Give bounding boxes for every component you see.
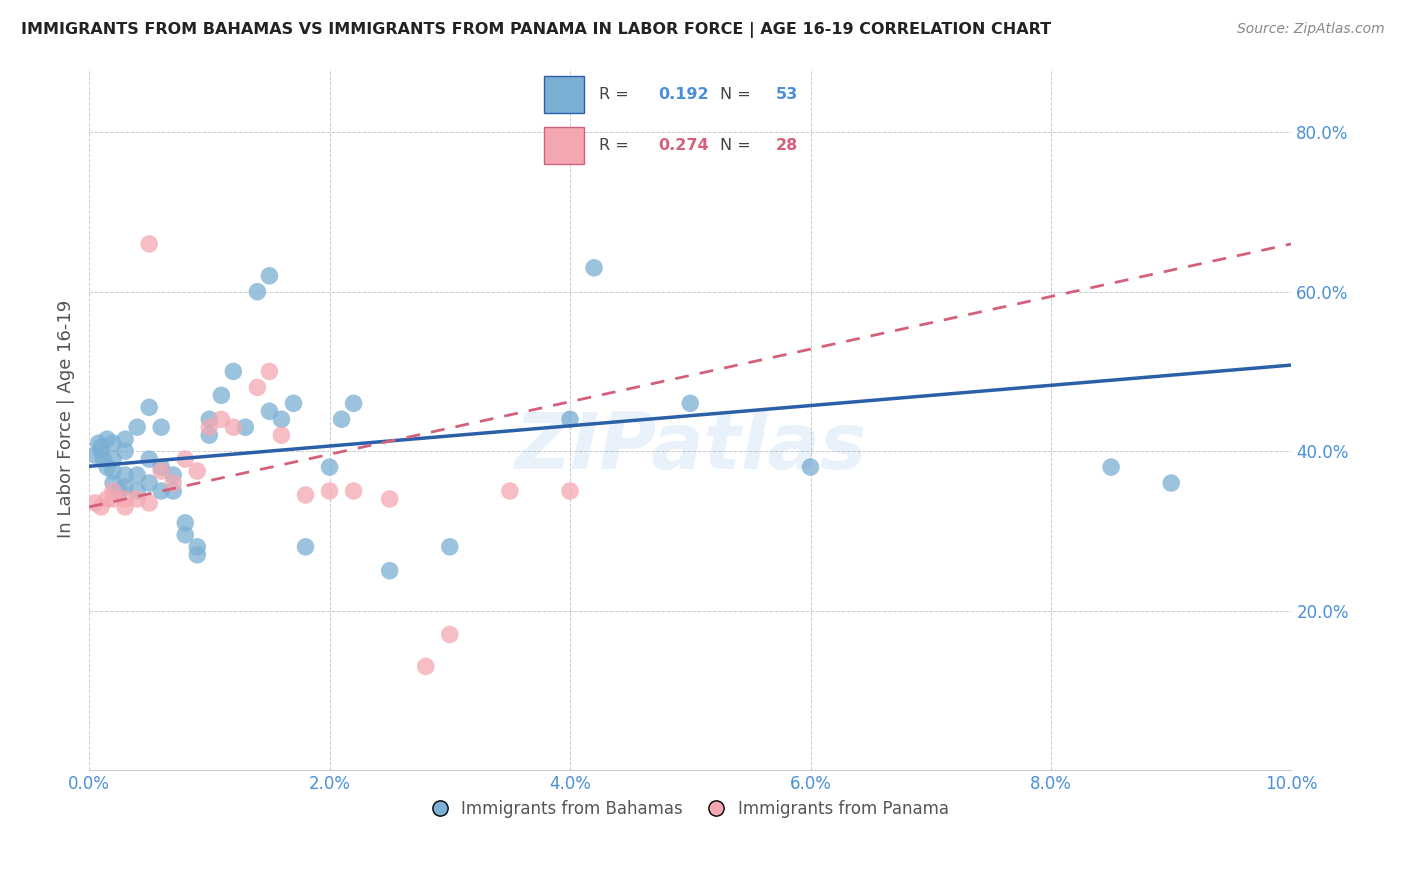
Text: Source: ZipAtlas.com: Source: ZipAtlas.com: [1237, 22, 1385, 37]
Point: [87, 436, 110, 450]
Point: [138, 401, 160, 415]
Point: [342, 396, 364, 410]
Point: [84, 496, 107, 510]
Point: [127, 420, 149, 434]
Text: IMMIGRANTS FROM BAHAMAS VS IMMIGRANTS FROM PANAMA IN LABOR FORCE | AGE 16-19 COR: IMMIGRANTS FROM BAHAMAS VS IMMIGRANTS FR…: [21, 22, 1052, 38]
Y-axis label: In Labor Force | Age 16-19: In Labor Force | Age 16-19: [58, 300, 75, 539]
Legend: Immigrants from Bahamas, Immigrants from Panama: Immigrants from Bahamas, Immigrants from…: [425, 794, 956, 825]
Point: [378, 491, 401, 506]
Point: [127, 468, 149, 483]
Point: [101, 491, 124, 506]
Point: [150, 460, 173, 475]
Text: R =: R =: [599, 87, 634, 103]
Point: [415, 659, 437, 673]
Point: [90, 444, 112, 458]
Text: N =: N =: [720, 138, 756, 153]
Point: [162, 483, 184, 498]
Point: [270, 412, 292, 426]
Point: [150, 420, 173, 434]
Point: [150, 483, 173, 498]
Point: [114, 468, 136, 483]
Point: [1099, 460, 1122, 475]
Point: [127, 483, 149, 498]
Point: [138, 452, 160, 467]
Point: [162, 468, 184, 483]
Point: [246, 285, 269, 299]
Point: [101, 483, 124, 498]
Point: [174, 528, 197, 542]
Point: [439, 540, 461, 554]
Point: [259, 268, 281, 283]
Text: R =: R =: [599, 138, 634, 153]
Point: [1160, 476, 1182, 491]
Point: [174, 452, 197, 467]
Point: [101, 476, 124, 491]
Point: [198, 412, 221, 426]
Text: 0.274: 0.274: [658, 138, 709, 153]
Point: [127, 491, 149, 506]
Point: [186, 540, 208, 554]
Point: [235, 420, 257, 434]
Point: [96, 460, 118, 475]
Bar: [544, 77, 583, 113]
Point: [558, 483, 581, 498]
Text: 0.192: 0.192: [658, 87, 709, 103]
Point: [84, 448, 107, 462]
Point: [96, 491, 118, 506]
Point: [114, 491, 136, 506]
Point: [558, 412, 581, 426]
Point: [222, 364, 245, 378]
Point: [283, 396, 305, 410]
Point: [378, 564, 401, 578]
Point: [114, 500, 136, 514]
Point: [114, 432, 136, 446]
Point: [186, 548, 208, 562]
Point: [114, 480, 136, 494]
Point: [108, 483, 131, 498]
Point: [186, 464, 208, 478]
Point: [101, 464, 124, 478]
Point: [259, 404, 281, 418]
Point: [101, 436, 124, 450]
Text: N =: N =: [720, 87, 756, 103]
Point: [209, 412, 232, 426]
Point: [679, 396, 702, 410]
Point: [294, 540, 316, 554]
Point: [138, 236, 160, 251]
Point: [583, 260, 606, 275]
Point: [799, 460, 821, 475]
Point: [259, 364, 281, 378]
Point: [93, 452, 115, 467]
Point: [138, 476, 160, 491]
Point: [318, 460, 340, 475]
Point: [150, 464, 173, 478]
Point: [342, 483, 364, 498]
Point: [222, 420, 245, 434]
Point: [174, 516, 197, 530]
Point: [198, 420, 221, 434]
Bar: [544, 128, 583, 164]
Point: [138, 496, 160, 510]
Point: [96, 432, 118, 446]
Point: [90, 440, 112, 454]
Point: [439, 627, 461, 641]
Text: ZIPatlas: ZIPatlas: [515, 409, 866, 485]
Point: [294, 488, 316, 502]
Point: [209, 388, 232, 402]
Point: [499, 483, 522, 498]
Point: [318, 483, 340, 498]
Point: [270, 428, 292, 442]
Point: [330, 412, 353, 426]
Point: [114, 444, 136, 458]
Point: [90, 500, 112, 514]
Text: 53: 53: [776, 87, 797, 103]
Point: [162, 476, 184, 491]
Point: [198, 428, 221, 442]
Text: 28: 28: [776, 138, 797, 153]
Point: [101, 452, 124, 467]
Point: [246, 380, 269, 394]
